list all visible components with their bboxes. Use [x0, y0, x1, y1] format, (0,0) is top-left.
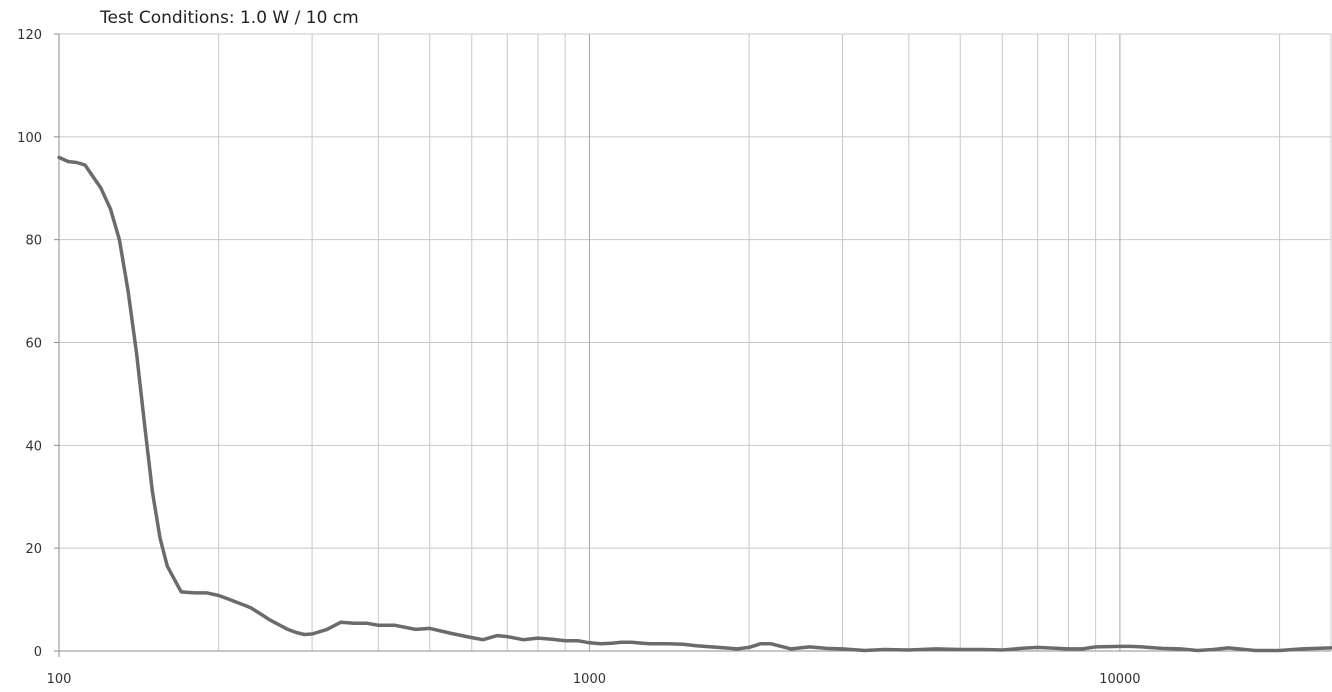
y-tick-label: 60: [25, 337, 42, 352]
y-tick-label: 40: [25, 439, 42, 454]
x-tick-label: 1000: [573, 672, 606, 687]
y-tick-label: 20: [25, 542, 42, 557]
series-group: [57, 155, 1332, 653]
y-tick-label: 120: [17, 28, 42, 43]
chart-title: Test Conditions: 1.0 W / 10 cm: [100, 8, 359, 28]
y-tick-label: 100: [17, 131, 42, 146]
x-tick-label: 10000: [1099, 672, 1140, 687]
y-tick-label: 0: [34, 645, 42, 660]
y-axis-ticks: 0 20 40 60 80 100 120: [17, 28, 59, 660]
x-tick-label: 100: [47, 672, 72, 687]
series-line: [57, 155, 1332, 653]
gridlines: [58, 33, 1332, 657]
y-tick-label: 80: [25, 234, 42, 249]
x-axis-ticks: 100 1000 10000: [47, 672, 1141, 687]
